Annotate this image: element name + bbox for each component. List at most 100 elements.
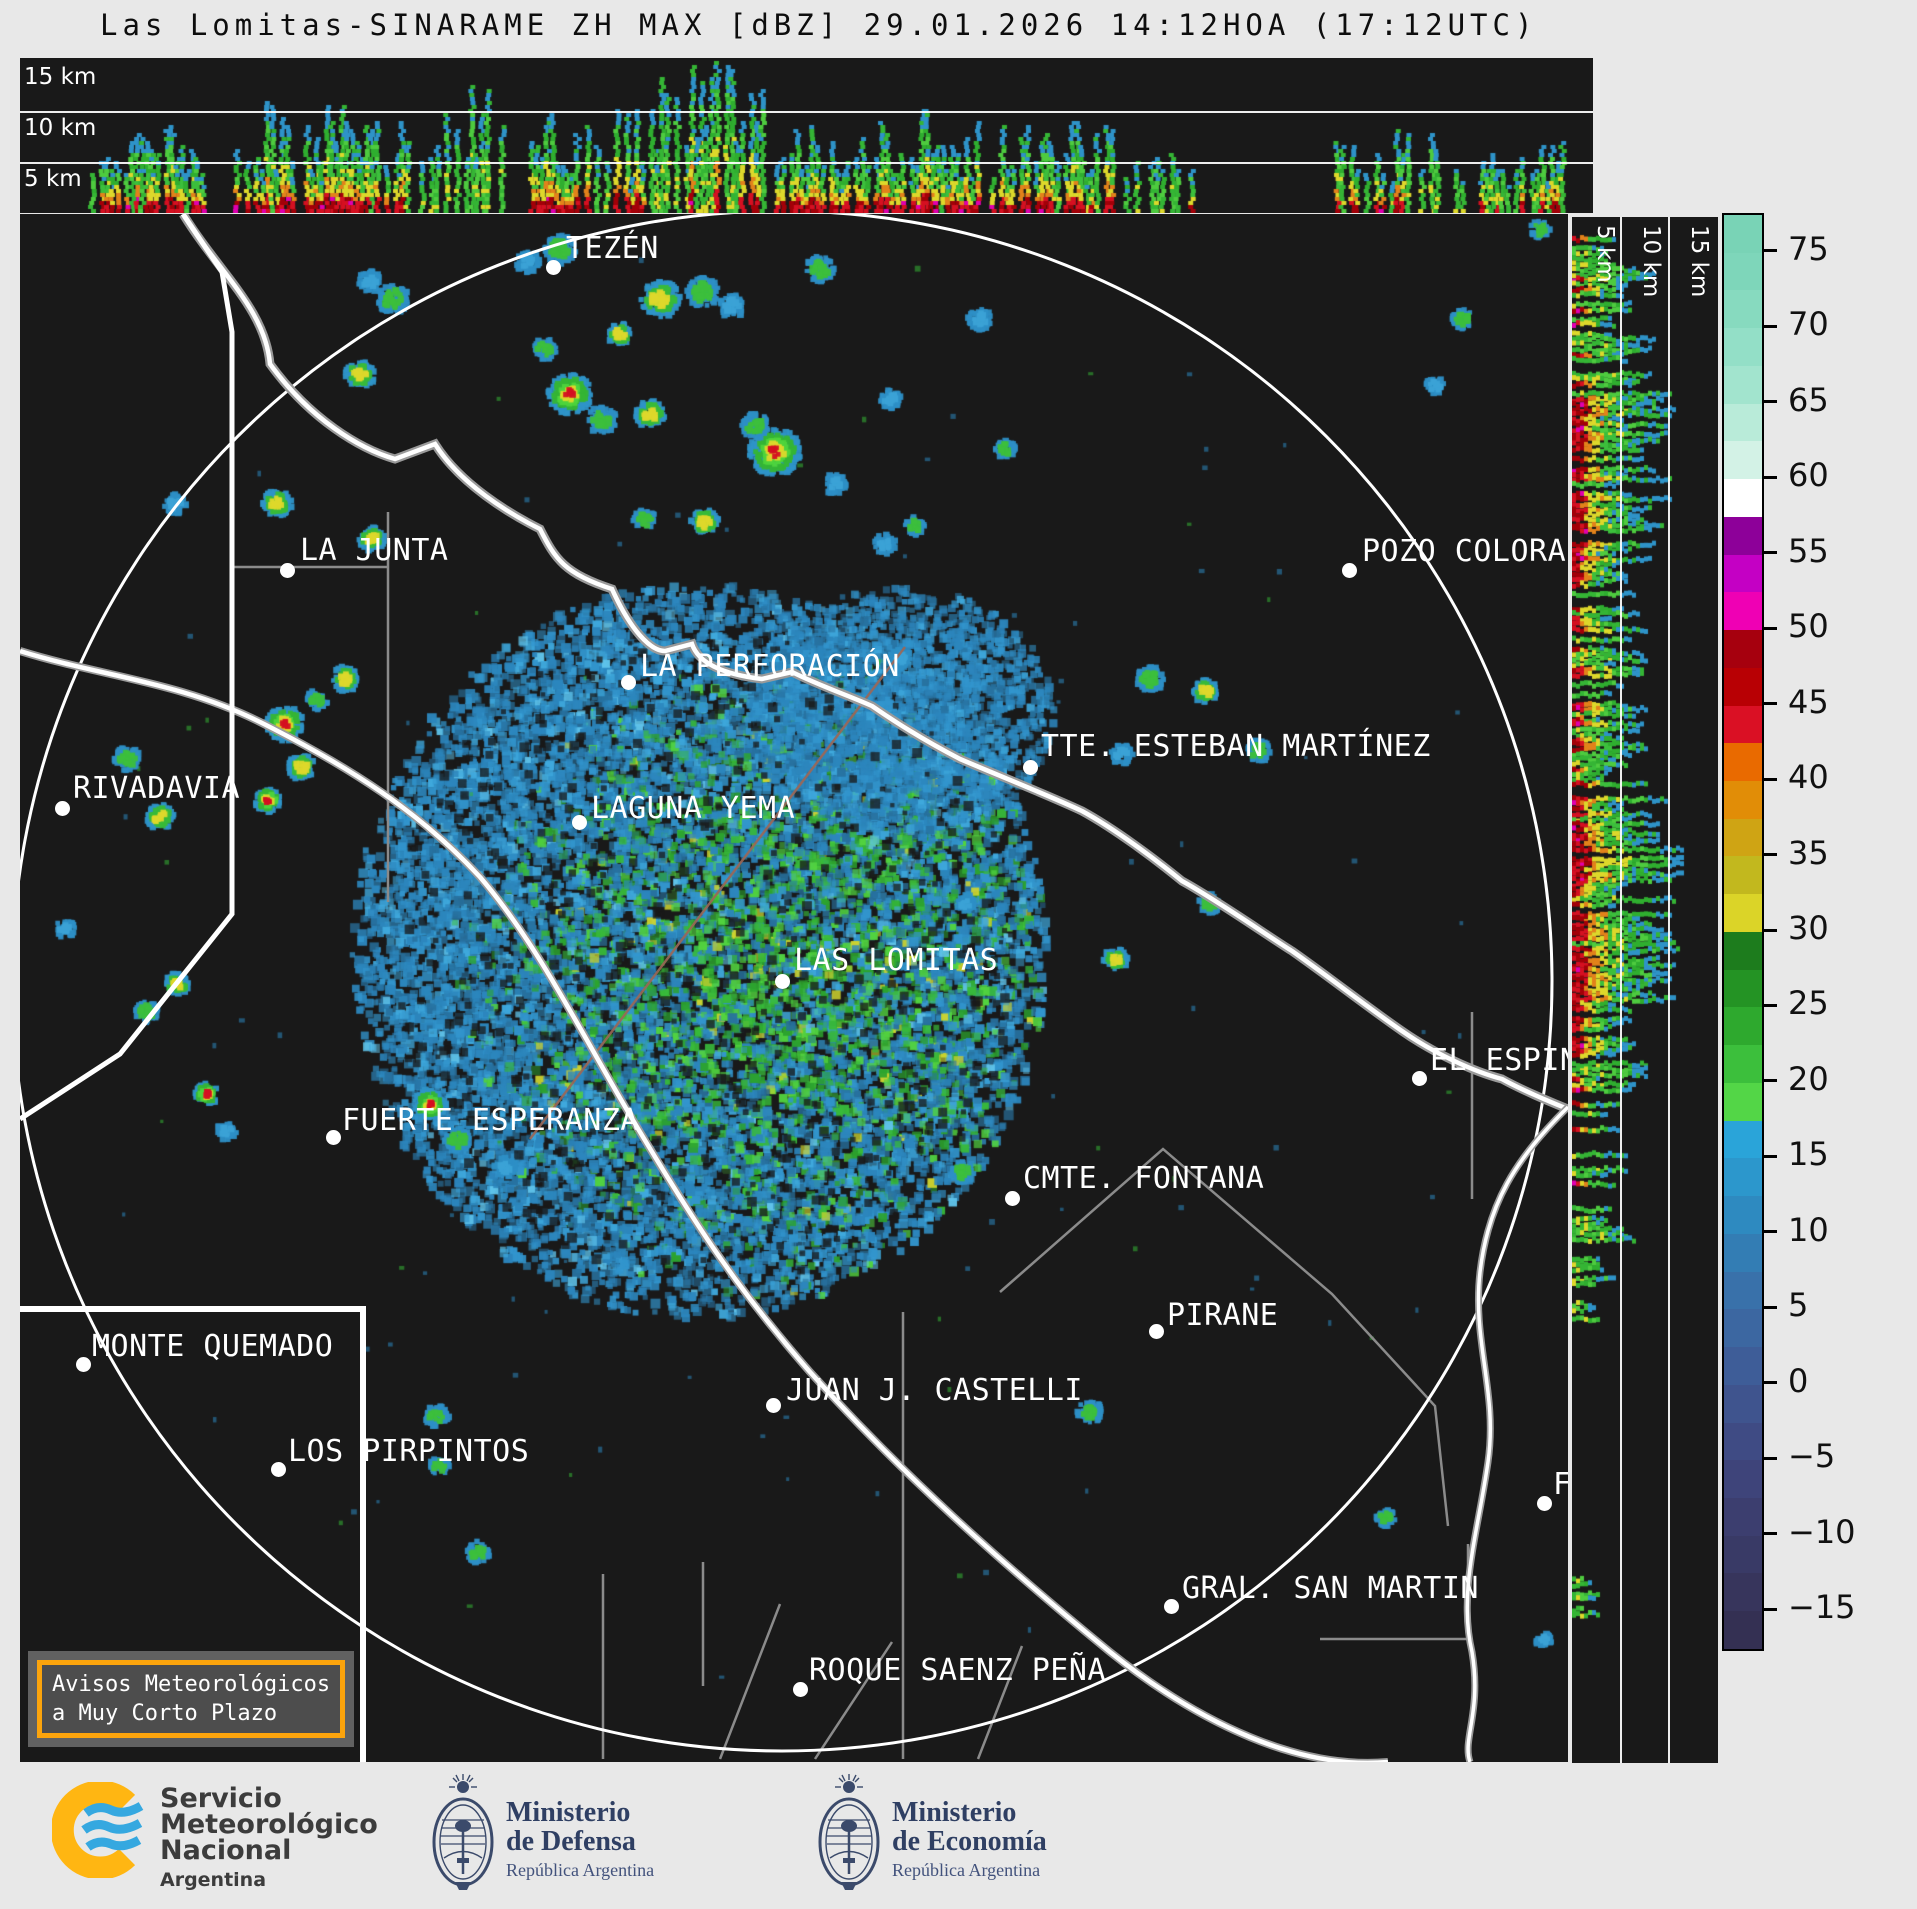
city-dot bbox=[279, 562, 295, 578]
economia-subtitle: República Argentina bbox=[892, 1860, 1041, 1880]
defensa-line-2: de Defensa bbox=[506, 1826, 636, 1857]
colorbar-segment bbox=[1724, 215, 1762, 253]
city-dot bbox=[792, 1681, 808, 1697]
colorbar-tick bbox=[1764, 475, 1777, 479]
colorbar-segment bbox=[1724, 328, 1762, 366]
city-label: LA JUNTA bbox=[300, 533, 449, 568]
colorbar-tick bbox=[1764, 1230, 1777, 1234]
colorbar-segment bbox=[1724, 743, 1762, 782]
defensa-subtitle: República Argentina bbox=[506, 1860, 655, 1880]
top-cross-section-panel: 15 km 10 km 5 km bbox=[20, 58, 1593, 213]
province-border-southwest bbox=[20, 1306, 366, 1762]
city-label: LA PERFORACIÓN bbox=[640, 649, 900, 684]
river-pilcomayo bbox=[181, 214, 1568, 1112]
altitude-label-10km: 10 km bbox=[24, 115, 97, 141]
city-dot bbox=[1411, 1070, 1427, 1086]
colorbar-tick bbox=[1764, 249, 1777, 253]
city-dot bbox=[1163, 1598, 1179, 1614]
colorbar-segment bbox=[1724, 1045, 1762, 1083]
colorbar-segment bbox=[1724, 1384, 1762, 1423]
city-label: CMTE. FONTANA bbox=[1023, 1161, 1265, 1196]
colorbar-segment bbox=[1724, 630, 1762, 668]
city-label: JUAN J. CASTELLI bbox=[786, 1373, 1083, 1408]
defensa-logo-text: Ministerio de Defensa República Argentin… bbox=[506, 1798, 654, 1881]
colorbar-tick-label: 10 bbox=[1788, 1210, 1829, 1249]
province-border-left bbox=[20, 214, 235, 1122]
city-label: ROQUE SAENZ PEÑA bbox=[809, 1653, 1106, 1688]
smn-line-1: Servicio bbox=[160, 1783, 282, 1814]
altitude-label-10km-v: 10 km bbox=[1638, 225, 1664, 298]
colorbar-segment bbox=[1724, 290, 1762, 329]
economia-line-1: Ministerio bbox=[892, 1797, 1017, 1828]
colorbar-tick-label: 60 bbox=[1788, 456, 1829, 495]
colorbar-tick bbox=[1764, 1607, 1777, 1611]
cross-section-line bbox=[529, 646, 906, 1140]
colorbar-segment bbox=[1724, 252, 1762, 291]
city-dot bbox=[54, 800, 70, 816]
colorbar-tick bbox=[1764, 1079, 1777, 1083]
colorbar-segment bbox=[1724, 1120, 1762, 1159]
altitude-line-5km-v bbox=[1620, 217, 1622, 1763]
smn-line-3: Nacional bbox=[160, 1835, 292, 1866]
city-label: TTE. ESTEBAN MARTÍNEZ bbox=[1041, 729, 1431, 764]
range-ring bbox=[20, 214, 1554, 1753]
alert-box: Avisos Meteorológicos a Muy Corto Plazo bbox=[28, 1651, 355, 1747]
colorbar-tick-label: 50 bbox=[1788, 607, 1829, 646]
city-dot bbox=[325, 1129, 341, 1145]
top-cross-section-echoes bbox=[20, 58, 1593, 213]
colorbar-segment bbox=[1724, 1573, 1762, 1612]
colorbar-tick-label: 65 bbox=[1788, 380, 1829, 419]
colorbar-segment bbox=[1724, 365, 1762, 404]
altitude-label-5km-v: 5 km bbox=[1592, 225, 1618, 283]
colorbar-segment bbox=[1724, 705, 1762, 744]
economia-line-2: de Economía bbox=[892, 1826, 1047, 1857]
colorbar-tick-label: 75 bbox=[1788, 229, 1829, 268]
city-label: PIRANE bbox=[1167, 1298, 1279, 1333]
altitude-line-10km bbox=[20, 111, 1593, 113]
colorbar-tick-label: 5 bbox=[1788, 1286, 1809, 1325]
colorbar-tick bbox=[1764, 1381, 1777, 1385]
colorbar-tick-label: 0 bbox=[1788, 1361, 1809, 1400]
radar-map: TEZÉN LA JUNTA POZO COLORADO LA PERFORAC… bbox=[20, 214, 1568, 1762]
colorbar-segment bbox=[1724, 667, 1762, 706]
city-dot bbox=[571, 814, 587, 830]
colorbar-tick-label: 45 bbox=[1788, 682, 1829, 721]
alert-line-2: a Muy Corto Plazo bbox=[52, 1701, 278, 1726]
colorbar-segments bbox=[1724, 215, 1762, 1649]
city-label: GRAL. SAN MARTIN bbox=[1182, 1571, 1479, 1606]
city-dot bbox=[1341, 562, 1357, 578]
colorbar-ticks: 75 70 65 60 55 50 45 40 35 30 25 20 15 10 5 0 −5 −10 −15 bbox=[1764, 213, 1914, 1647]
colorbar-tick bbox=[1764, 1154, 1777, 1158]
economia-logo-text: Ministerio de Economía República Argenti… bbox=[892, 1798, 1047, 1881]
colorbar-tick bbox=[1764, 777, 1777, 781]
colorbar-segment bbox=[1724, 592, 1762, 631]
colorbar-tick bbox=[1764, 928, 1777, 932]
alert-box-border: Avisos Meteorológicos a Muy Corto Plazo bbox=[37, 1660, 346, 1738]
right-cross-section-panel: 5 km 10 km 15 km bbox=[1572, 217, 1718, 1763]
colorbar-tick bbox=[1764, 702, 1777, 706]
radar-echo-canvas bbox=[20, 214, 1568, 1762]
river-bermejo bbox=[20, 648, 1388, 1762]
colorbar-segment bbox=[1724, 1309, 1762, 1348]
colorbar-segment bbox=[1724, 1611, 1762, 1649]
colorbar-segment bbox=[1724, 1460, 1762, 1498]
city-dot bbox=[1022, 759, 1038, 775]
smn-line-2: Meteorológico bbox=[160, 1809, 378, 1840]
colorbar-segment bbox=[1724, 479, 1762, 517]
colorbar-segment bbox=[1724, 969, 1762, 1008]
city-label: F bbox=[1553, 1467, 1568, 1502]
colorbar-segment bbox=[1724, 1233, 1762, 1272]
colorbar-segment bbox=[1724, 1535, 1762, 1574]
colorbar-tick-label: 35 bbox=[1788, 833, 1829, 872]
page-title: Las Lomitas-SINARAME ZH MAX [dBZ] 29.01.… bbox=[100, 8, 1538, 42]
river-east bbox=[1465, 1105, 1568, 1762]
city-dot bbox=[1004, 1190, 1020, 1206]
colorbar-segment bbox=[1724, 403, 1762, 442]
city-label: POZO COLORADO bbox=[1362, 534, 1568, 569]
city-dot bbox=[545, 259, 561, 275]
colorbar-segment bbox=[1724, 441, 1762, 480]
colorbar-segment bbox=[1724, 1271, 1762, 1310]
colorbar-segment bbox=[1724, 1347, 1762, 1385]
colorbar-tick bbox=[1764, 551, 1777, 555]
defensa-line-1: Ministerio bbox=[506, 1797, 631, 1828]
